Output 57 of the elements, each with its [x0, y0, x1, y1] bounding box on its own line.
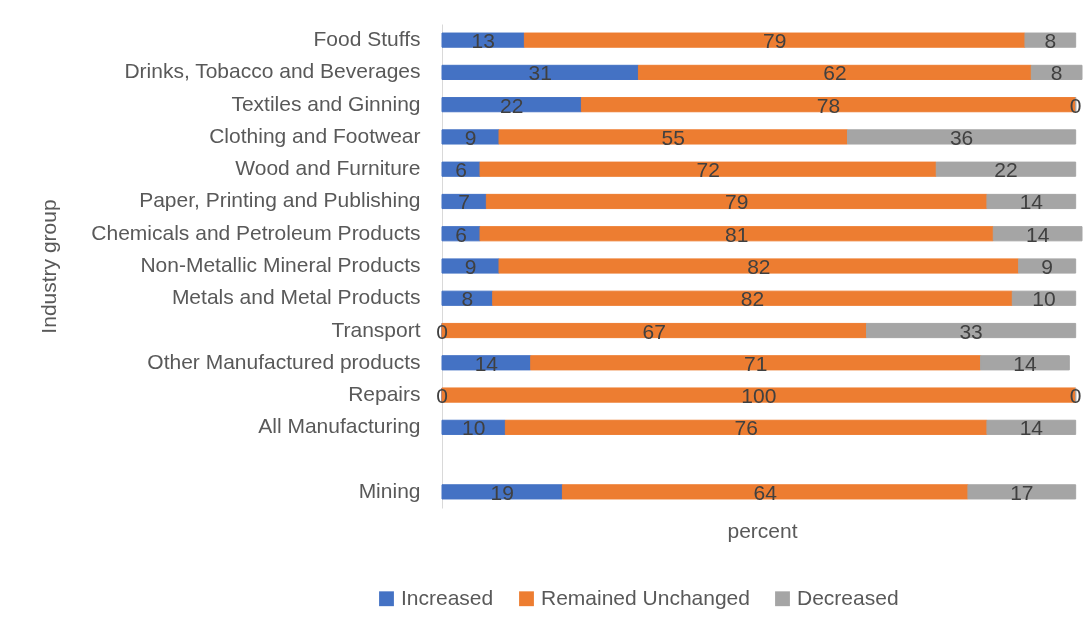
- legend-label: Increased: [401, 585, 494, 609]
- data-label: 67: [642, 319, 666, 343]
- data-label: 22: [994, 158, 1018, 182]
- data-label: 14: [474, 351, 499, 375]
- data-label: 10: [462, 416, 486, 440]
- y-tick-label: Transport: [331, 317, 421, 341]
- y-tick-label: Chemicals and Petroleum Products: [91, 220, 421, 244]
- data-label: 8: [1050, 61, 1063, 85]
- legend-label: Remained Unchanged: [541, 585, 750, 609]
- data-label: 14: [1019, 416, 1044, 440]
- data-label: 33: [959, 319, 983, 343]
- y-tick-label: Non-Metallic Mineral Products: [140, 253, 421, 276]
- data-label: 17: [1010, 480, 1034, 504]
- data-label: 82: [747, 255, 771, 278]
- data-label: 7: [458, 190, 471, 214]
- y-tick-label: Other Manufactured products: [147, 349, 421, 373]
- y-axis-title: Industry group: [36, 199, 60, 334]
- data-label: 8: [461, 287, 474, 311]
- data-label: 6: [455, 158, 467, 182]
- y-tick-label: Clothing and Footwear: [209, 123, 421, 147]
- data-label: 76: [734, 416, 758, 440]
- data-label: 31: [528, 61, 552, 85]
- data-label: 9: [1041, 255, 1053, 278]
- data-label: 14: [1025, 222, 1050, 246]
- data-label: 9: [464, 255, 477, 278]
- data-label: 71: [743, 351, 768, 375]
- data-label: 62: [823, 61, 847, 85]
- y-tick-label: Repairs: [348, 382, 421, 406]
- data-label: 64: [753, 480, 778, 504]
- data-label: 22: [500, 93, 524, 117]
- data-label: 82: [740, 287, 765, 311]
- data-label: 14: [1019, 190, 1044, 214]
- data-label: 14: [1013, 351, 1037, 375]
- data-label: 10: [1032, 287, 1056, 311]
- data-label: 55: [661, 125, 685, 149]
- y-tick-label: All Manufacturing: [258, 414, 421, 438]
- y-tick-label: Paper, Printing and Publishing: [139, 188, 421, 212]
- y-tick-label: Mining: [358, 478, 421, 502]
- y-tick-label: Food Stuffs: [313, 27, 421, 51]
- data-label: 72: [696, 158, 720, 182]
- data-label: 13: [471, 29, 495, 53]
- data-label: 8: [1044, 29, 1057, 53]
- data-label: 100: [741, 384, 777, 408]
- data-label: 19: [490, 480, 514, 504]
- y-tick-label: Wood and Furniture: [235, 156, 421, 180]
- data-label: 81: [724, 222, 749, 246]
- y-tick-label: Metals and Metal Products: [171, 285, 421, 309]
- data-label: 9: [464, 125, 477, 149]
- y-tick-label: Drinks, Tobacco and Beverages: [124, 59, 421, 83]
- legend-label: Decreased: [797, 585, 899, 609]
- y-tick-label: Textiles and Ginning: [231, 91, 421, 115]
- data-label: 79: [724, 190, 749, 214]
- x-axis-title: percent: [727, 518, 798, 542]
- data-label: 79: [762, 29, 787, 53]
- data-label: 6: [455, 222, 467, 246]
- data-label: 36: [949, 125, 974, 149]
- data-label: 78: [816, 93, 841, 117]
